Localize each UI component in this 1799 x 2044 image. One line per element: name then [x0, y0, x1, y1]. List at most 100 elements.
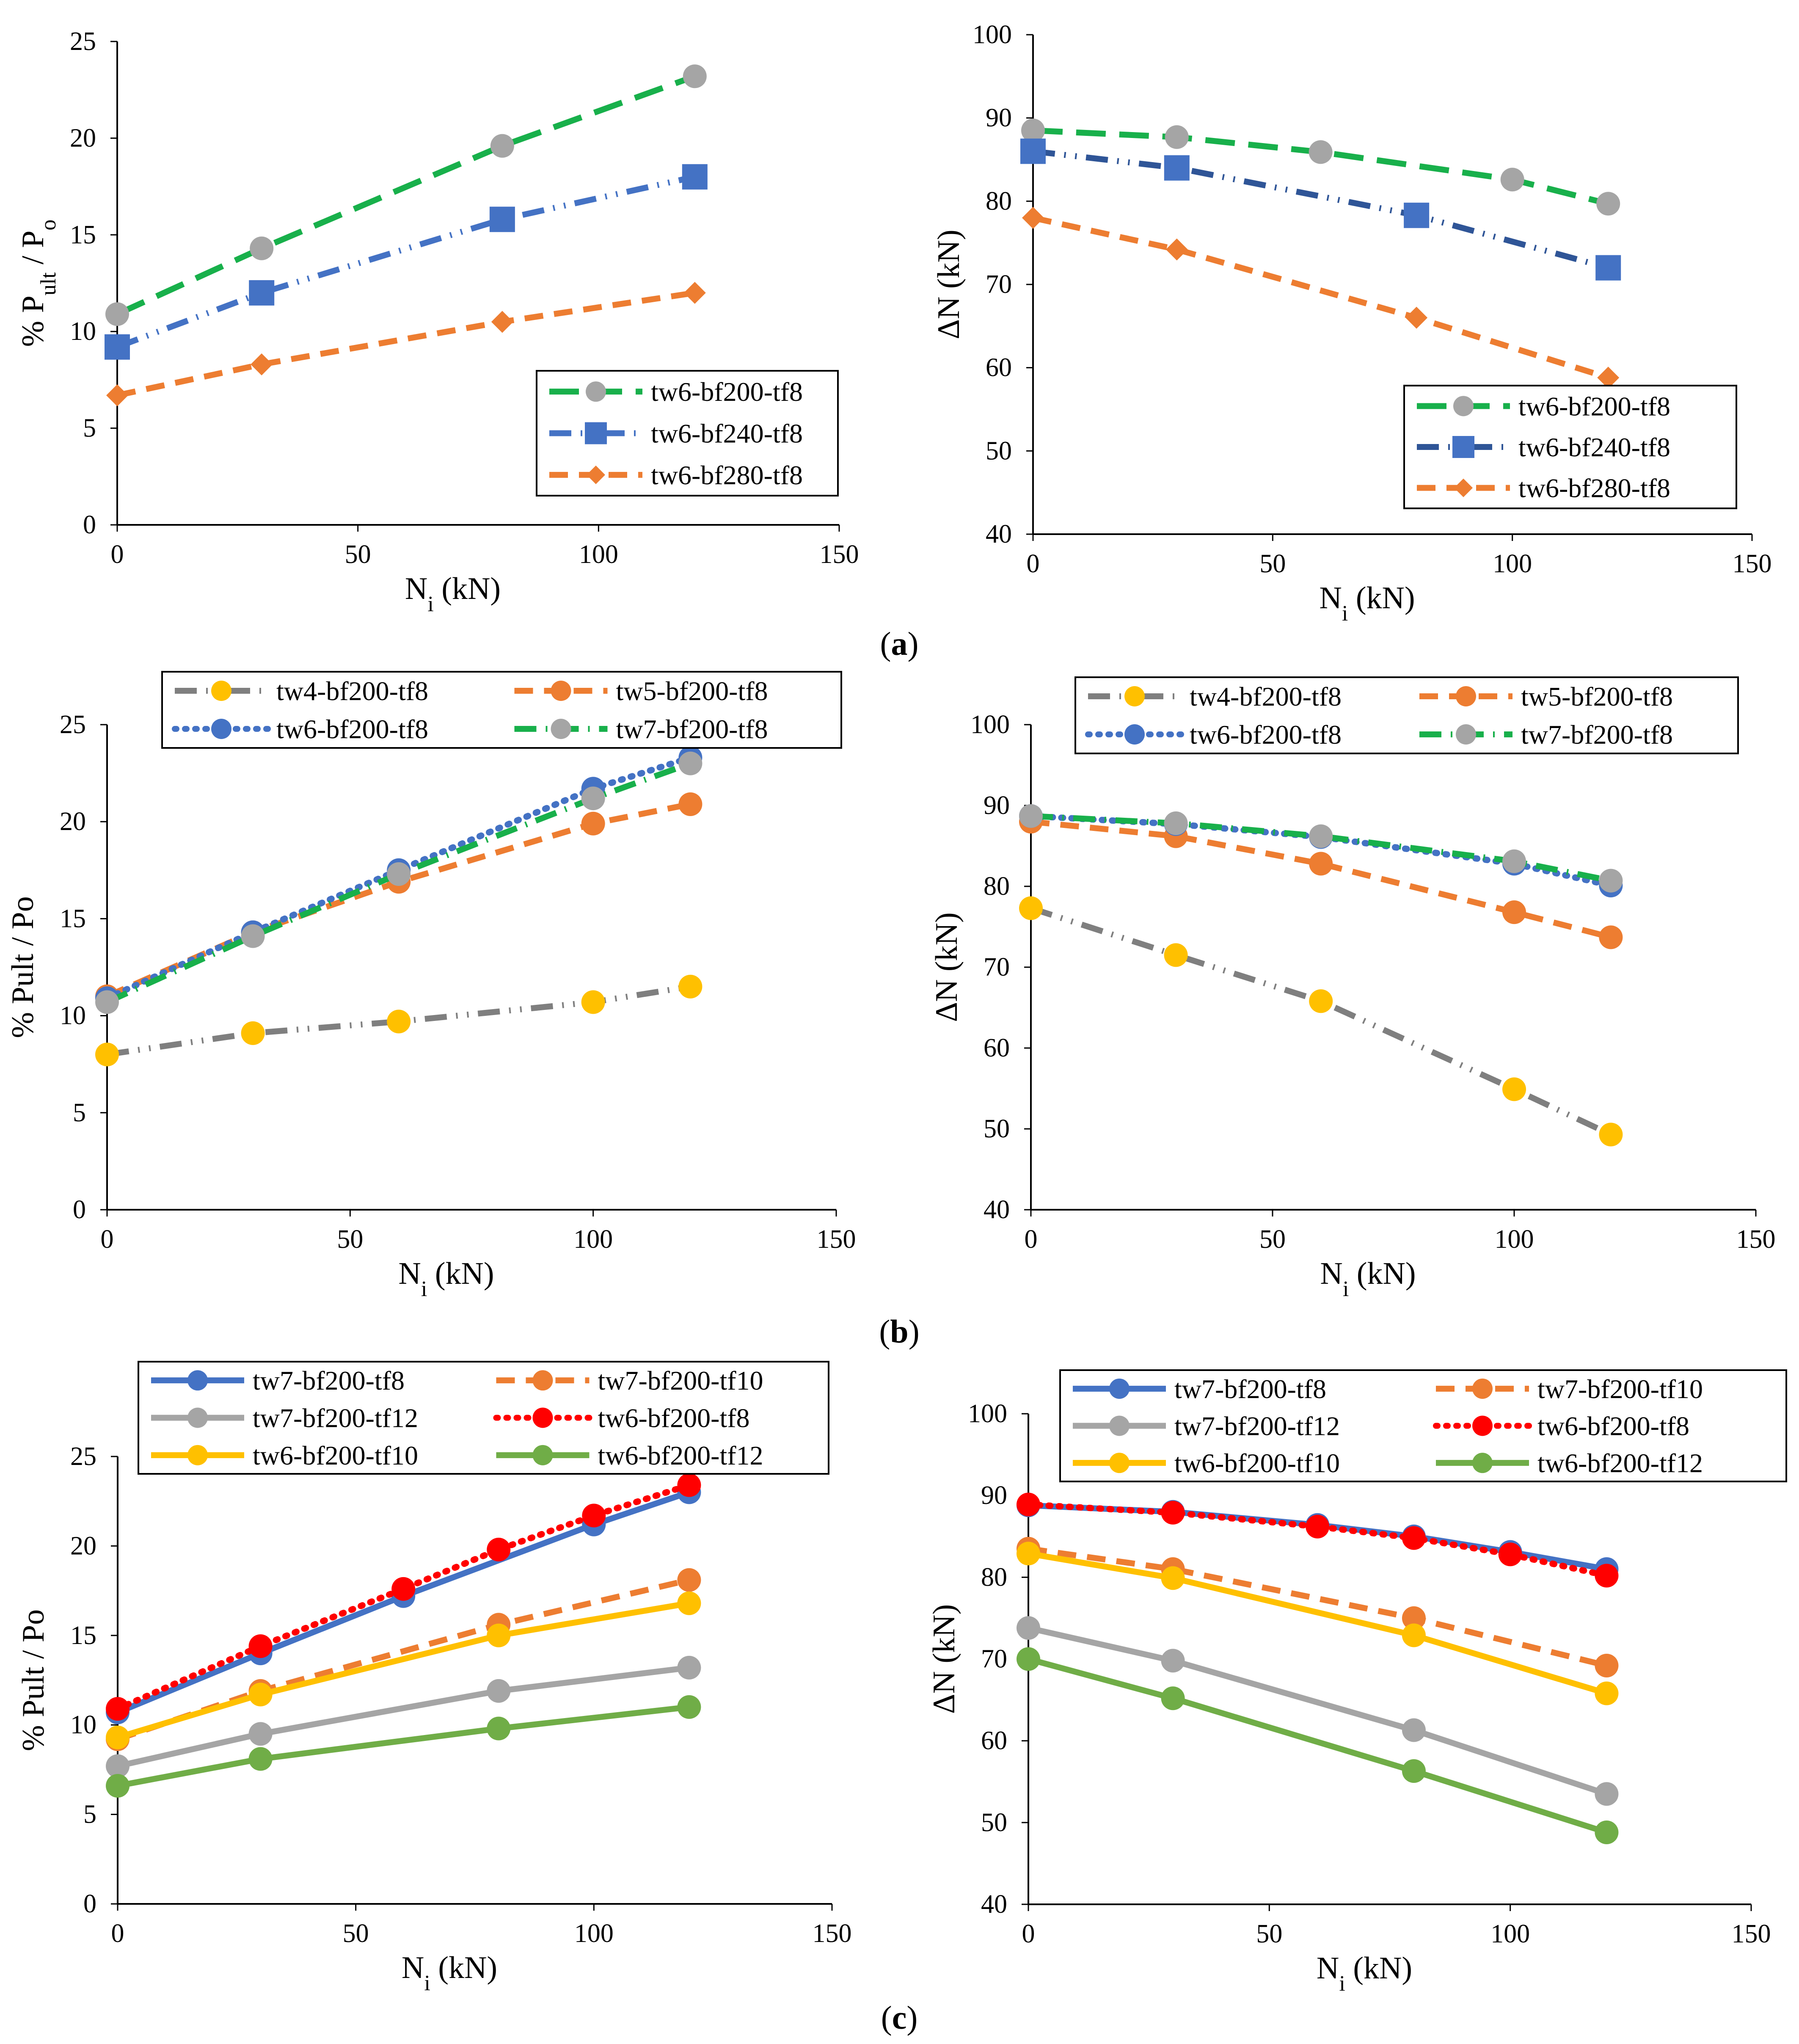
legend-marker: [1109, 1453, 1130, 1473]
x-tick-label: 150: [1732, 1920, 1771, 1948]
y-tick-label: 10: [60, 1001, 86, 1030]
x-tick-label: 150: [1736, 1225, 1776, 1254]
series-tw7-bf200-tf8: [95, 751, 703, 1014]
data-point: [250, 236, 274, 260]
legend: tw6-bf200-tf8 tw6-bf240-tf8 tw6-bf280-tf8: [536, 370, 839, 497]
legend-label: tw7-bf200-tf8: [1521, 720, 1673, 750]
x-tick-label: 150: [817, 1225, 856, 1254]
y-tick-label: 70: [981, 1645, 1007, 1674]
data-point: [1402, 1623, 1426, 1647]
y-axis-label: % Pult / Po: [6, 896, 40, 1038]
y-tick-label: 90: [981, 1481, 1007, 1510]
legend-label: tw6-bf200-tf12: [598, 1440, 763, 1470]
x-axis-label: Ni (kN): [1320, 1256, 1416, 1301]
legend-label: tw7-bf200-tf8: [253, 1365, 405, 1396]
data-point: [1595, 255, 1621, 281]
data-point: [1164, 811, 1188, 836]
legend-label: tw7-bf200-tf12: [1174, 1411, 1340, 1441]
y-axis-label: % Pult / Po: [16, 220, 61, 347]
data-point: [678, 792, 703, 816]
data-point: [1502, 849, 1526, 873]
y-tick-label: 15: [70, 221, 96, 249]
legend-marker: [551, 719, 571, 739]
y-tick-label: 60: [986, 353, 1012, 382]
panel-caption: (b): [879, 1313, 919, 1350]
series-line: [1030, 819, 1612, 941]
y-tick-label: 40: [984, 1195, 1010, 1224]
legend-label: tw6-bf280-tf8: [1518, 473, 1670, 503]
legend-label: tw7-bf200-tf10: [598, 1365, 763, 1396]
series-line: [106, 801, 691, 999]
data-point: [1309, 824, 1333, 848]
y-tick-label: 25: [70, 1442, 96, 1471]
legend-marker: [586, 381, 606, 402]
series-tw6-bf280-tf8: [1022, 207, 1620, 389]
data-point: [248, 1722, 273, 1746]
x-tick-label: 0: [1022, 1920, 1035, 1948]
series-tw6-bf200-tf10: [1017, 1542, 1619, 1705]
chart-b-left: 0 5 10 15 20 25 0 50 100 150 Ni (kN) % Pult / Po tw4…: [6, 671, 856, 1301]
series-tw6-bf200-tf8: [1021, 119, 1620, 216]
y-axis-label: ΔN (kN): [931, 229, 966, 339]
x-axis-label: Ni (kN): [398, 1256, 494, 1301]
series-tw7-bf200-tf12: [106, 1655, 701, 1778]
legend-label: tw6-bf200-tf8: [1190, 720, 1342, 750]
legend-label: tw4-bf200-tf8: [276, 676, 428, 706]
y-tick-label: 20: [70, 124, 96, 152]
legend-label: tw6-bf200-tf10: [1174, 1448, 1340, 1478]
x-axis-label: Ni (kN): [1319, 581, 1415, 626]
x-tick-label: 100: [1493, 549, 1532, 578]
y-tick-label: 60: [984, 1034, 1010, 1062]
series-line: [117, 1664, 690, 1769]
series-line: [1030, 813, 1612, 884]
data-point: [1017, 1647, 1040, 1671]
data-point: [106, 1725, 129, 1749]
data-point: [677, 1695, 701, 1719]
data-point: [1595, 1681, 1619, 1705]
y-tick-label: 5: [73, 1098, 86, 1127]
data-point: [251, 353, 273, 375]
y-tick-label: 50: [986, 436, 1012, 465]
legend-marker: [187, 1445, 208, 1465]
data-point: [95, 990, 119, 1014]
series-tw5-bf200-tf8: [95, 792, 703, 1008]
data-point: [387, 1010, 411, 1034]
series-tw6-bf200-tf10: [106, 1591, 701, 1749]
data-point: [106, 384, 128, 406]
y-tick-label: 50: [981, 1808, 1007, 1837]
legend-marker: [1109, 1415, 1130, 1436]
y-tick-label: 90: [984, 791, 1010, 820]
y-tick-label: 40: [981, 1890, 1007, 1919]
series-tw6-bf200-tf8: [1019, 804, 1623, 898]
legend-box: [138, 1361, 829, 1475]
series-tw7-bf200-tf12: [1017, 1616, 1619, 1806]
legend-marker: [1454, 478, 1473, 497]
series-tw6-bf240-tf8: [1020, 138, 1621, 281]
data-point: [487, 1679, 511, 1703]
y-tick-label: 80: [981, 1563, 1007, 1592]
legend-label: tw6-bf200-tf8: [1518, 391, 1670, 421]
data-point: [1306, 1514, 1330, 1539]
series-line: [1028, 1625, 1608, 1797]
legend-marker: [551, 681, 571, 701]
data-point: [1498, 1542, 1522, 1567]
legend-label: tw6-bf200-tf8: [651, 377, 803, 407]
x-tick-label: 50: [1256, 1920, 1282, 1948]
data-point: [1165, 125, 1189, 149]
x-tick-label: 100: [1495, 1225, 1534, 1254]
y-axis-label: ΔN (kN): [929, 912, 964, 1022]
x-tick-label: 100: [573, 1225, 613, 1254]
chart-a-right: 40 50 60 70 80 90 100 0 50 100 150 Ni (kN) ΔN (kN) tw…: [931, 20, 1772, 626]
legend-marker: [1472, 1378, 1493, 1399]
x-tick-label: 50: [343, 1919, 369, 1948]
data-point: [1164, 155, 1190, 181]
y-tick-label: 20: [70, 1531, 96, 1560]
series-line: [1028, 813, 1614, 889]
data-point: [106, 1697, 129, 1721]
data-point: [582, 1503, 606, 1528]
legend-marker: [1456, 686, 1476, 706]
legend-marker: [1452, 436, 1474, 458]
legend-label: tw7-bf200-tf12: [253, 1403, 418, 1433]
data-point: [248, 1634, 273, 1658]
